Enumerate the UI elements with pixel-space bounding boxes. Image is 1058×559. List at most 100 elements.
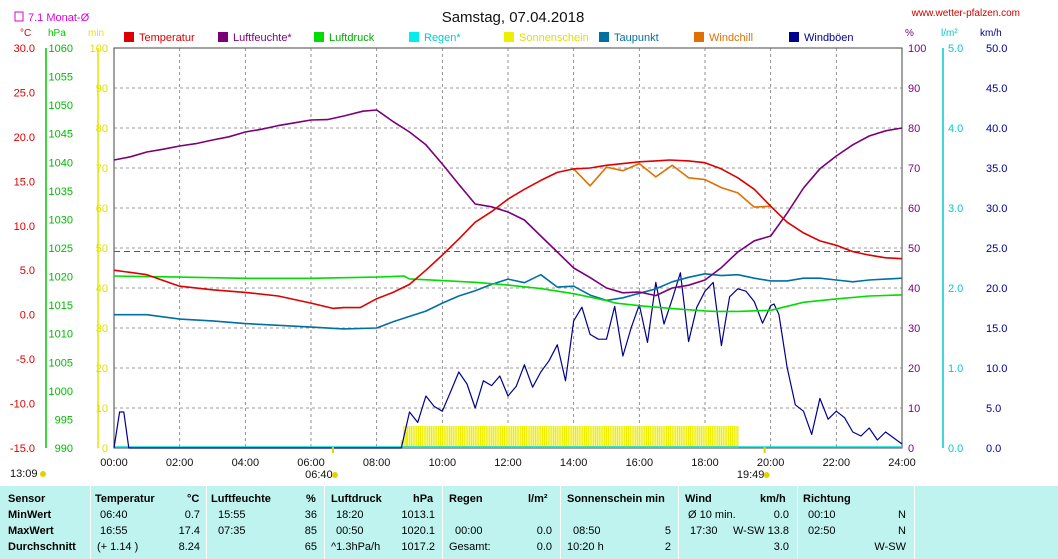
wind-unit-label: km/h [980, 28, 1002, 39]
stats-panel: Sensor Temperatur °C Luftfeuchte % Luftd… [0, 486, 1058, 559]
pressure-tick-label: 1020 [49, 272, 73, 284]
stats-header-humidity: Luftfeuchte [211, 493, 271, 505]
x-tick-label: 24:00 [888, 457, 916, 469]
pressure-tick-label: 1045 [49, 129, 73, 141]
legend-swatch-rain [409, 32, 419, 42]
sunset-label: 19:49 [737, 469, 765, 481]
humidity-unit-label: % [905, 28, 914, 39]
stats-press-time: 18:20 [336, 509, 364, 521]
sun-icon [40, 471, 46, 477]
legend-label-humidity: Luftfeuchte* [233, 32, 292, 44]
stats-hum-value: 36 [304, 509, 317, 521]
stats-row-label: MaxWert [8, 525, 54, 537]
humidity-tick-label: 90 [908, 83, 920, 95]
stats-hum-time: 15:55 [218, 509, 246, 521]
sun-markers: 06:40 19:49 13:09 [10, 447, 770, 481]
rain-tick-label: 5.0 [948, 43, 963, 55]
stats-press-time: ^1.3hPa/h [331, 541, 381, 553]
stats-wind-value: 0.0 [773, 509, 789, 521]
stats-header-wind: Wind [685, 493, 712, 505]
sun-tick-label: 30 [96, 323, 108, 335]
stats-temp-time: 06:40 [100, 509, 128, 521]
x-tick-label: 00:00 [100, 457, 128, 469]
stats-header-rain-unit: l/m² [528, 493, 548, 505]
stats-temp-time: 16:55 [100, 525, 128, 537]
stats-temp-time: (+ 1.14 ) [97, 541, 139, 553]
x-tick-label: 18:00 [691, 457, 719, 469]
wind-tick-label: 45.0 [986, 83, 1007, 95]
legend-label-rain: Regen* [424, 32, 461, 44]
temp-tick-label: 15.0 [14, 176, 35, 188]
pressure-tick-label: 1035 [49, 186, 73, 198]
humidity-tick-label: 20 [908, 363, 920, 375]
stats-hum-value: 65 [304, 541, 317, 553]
chart-title: Samstag, 07.04.2018 [442, 9, 585, 26]
legend: Temperatur Luftfeuchte* Luftdruck Regen*… [124, 32, 854, 44]
sun-icon [331, 472, 338, 478]
stats-rain-time: Gesamt: [449, 541, 491, 553]
stats-dir-value: W-SW [874, 541, 906, 553]
stats-sun-value: 5 [664, 525, 671, 537]
pressure-tick-label: 1015 [49, 300, 73, 312]
wind-tick-label: 20.0 [986, 283, 1007, 295]
stats-header-temperature-unit: °C [187, 493, 200, 505]
pressure-tick-label: 1010 [49, 329, 73, 341]
stats-header-temperature: Temperatur [95, 493, 155, 505]
pressure-tick-label: 1060 [49, 43, 73, 55]
stats-rain-value: 0.0 [536, 525, 552, 537]
humidity-tick-label: 70 [908, 163, 920, 175]
temp-tick-label: -15.0 [10, 443, 35, 455]
sun-tick-label: 0 [102, 443, 108, 455]
temp-tick-label: -5.0 [16, 354, 35, 366]
gusts-line [113, 272, 903, 449]
stats-sun-time: 10:20 h [567, 541, 604, 553]
day-length-label: 13:09 [10, 468, 38, 480]
stats-header-sensor: Sensor [8, 493, 46, 505]
x-tick-label: 12:00 [494, 457, 522, 469]
weather-chart: Samstag, 07.04.2018 www.wetter-pfalzen.c… [10, 8, 1020, 481]
wind-tick-label: 40.0 [986, 123, 1007, 135]
pressure-tick-label: 1025 [49, 243, 73, 255]
legend-label-pressure: Luftdruck [329, 32, 375, 44]
wind-tick-label: 50.0 [986, 43, 1007, 55]
stats-sun-value: 2 [664, 541, 671, 553]
pressure-tick-label: 990 [55, 443, 73, 455]
wind-tick-label: 5.0 [986, 403, 1001, 415]
legend-swatch-humidity [218, 32, 228, 42]
monthly-avg-legend-box [14, 11, 24, 22]
stats-press-value: 1020.1 [401, 525, 435, 537]
stats-header-pressure: Luftdruck [331, 493, 382, 505]
x-tick-label: 22:00 [823, 457, 851, 469]
humidity-tick-label: 80 [908, 123, 920, 135]
website-link[interactable]: www.wetter-pfalzen.com [911, 8, 1020, 19]
pressure-tick-label: 1000 [49, 386, 73, 398]
stats-wind-time: Ø 10 min. [688, 509, 736, 521]
legend-label-gusts: Windböen [804, 32, 854, 44]
sun-tick-label: 80 [96, 123, 108, 135]
wind-tick-label: 25.0 [986, 243, 1007, 255]
legend-swatch-gusts [789, 32, 799, 42]
stats-header-sunshine: Sonnenschein min [567, 493, 665, 505]
x-tick-label: 10:00 [429, 457, 457, 469]
stats-row-label: Durchschnitt [8, 541, 76, 553]
wind-tick-label: 10.0 [986, 363, 1007, 375]
humidity-line [113, 109, 903, 297]
monthly-avg-label: 7.1 Monat-Ø [28, 12, 90, 24]
temp-tick-label: -10.0 [10, 399, 35, 411]
stats-dir-time: 02:50 [808, 525, 836, 537]
stats-temp-value: 17.4 [178, 525, 200, 537]
sun-tick-label: 90 [96, 83, 108, 95]
series-lines [113, 109, 903, 449]
rain-tick-label: 1.0 [948, 363, 963, 375]
temp-tick-label: 10.0 [14, 221, 35, 233]
humidity-tick-label: 40 [908, 283, 920, 295]
x-tick-label: 16:00 [626, 457, 654, 469]
humidity-tick-label: 10 [908, 403, 920, 415]
grid [113, 47, 903, 449]
humidity-tick-label: 50 [908, 243, 920, 255]
pressure-tick-label: 995 [55, 414, 73, 426]
stats-row-label: MinWert [8, 509, 52, 521]
sun-tick-label: 20 [96, 363, 108, 375]
temp-tick-label: 25.0 [14, 87, 35, 99]
stats-rain-time: 00:00 [455, 525, 483, 537]
